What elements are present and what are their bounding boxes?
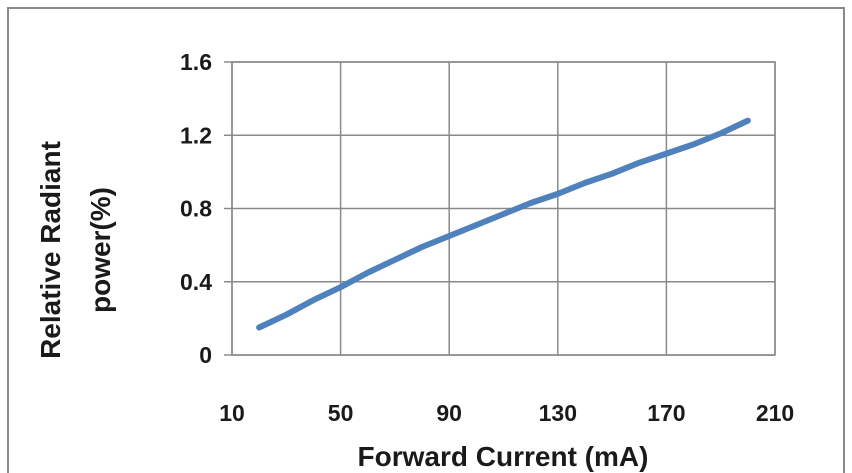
series-layer bbox=[256, 117, 751, 331]
x-tick-label: 210 bbox=[756, 400, 794, 426]
x-tick-label: 10 bbox=[219, 400, 245, 426]
x-tick-label: 130 bbox=[539, 400, 577, 426]
data-point bbox=[503, 213, 504, 215]
data-point bbox=[530, 202, 532, 204]
data-point bbox=[421, 246, 423, 248]
data-point bbox=[665, 153, 667, 155]
x-axis-title: Forward Current (mA) bbox=[358, 441, 649, 472]
data-point bbox=[394, 259, 396, 261]
chart-border bbox=[7, 7, 845, 473]
tick-labels: 10 50 90 130 170 210 0 0.4 0.8 1.2 1.6 bbox=[180, 49, 794, 426]
data-point bbox=[367, 272, 369, 274]
x-tick-label: 50 bbox=[328, 400, 354, 426]
data-point bbox=[285, 314, 287, 316]
y-tick-label: 0.4 bbox=[180, 269, 212, 295]
y-tick-label: 0 bbox=[199, 342, 212, 368]
x-tick-label: 170 bbox=[647, 400, 685, 426]
y-axis-title-line-2: power(%) bbox=[85, 187, 116, 313]
data-point bbox=[638, 162, 640, 164]
data-point bbox=[475, 224, 477, 226]
data-point bbox=[720, 132, 722, 134]
data-point bbox=[448, 235, 450, 237]
y-axis-title-line-1: Relative Radiant bbox=[35, 141, 66, 359]
y-tick-label: 1.6 bbox=[180, 49, 212, 75]
x-tick-label: 90 bbox=[436, 400, 462, 426]
gridlines bbox=[224, 61, 776, 356]
y-tick-label: 1.2 bbox=[180, 122, 212, 148]
data-point bbox=[584, 182, 586, 184]
data-point bbox=[312, 299, 314, 301]
data-point bbox=[747, 120, 749, 122]
y-tick-label: 0.8 bbox=[180, 196, 212, 222]
data-point bbox=[258, 327, 260, 329]
data-point bbox=[693, 143, 695, 145]
data-point bbox=[611, 173, 613, 175]
data-point bbox=[340, 286, 342, 288]
data-point bbox=[557, 193, 559, 195]
